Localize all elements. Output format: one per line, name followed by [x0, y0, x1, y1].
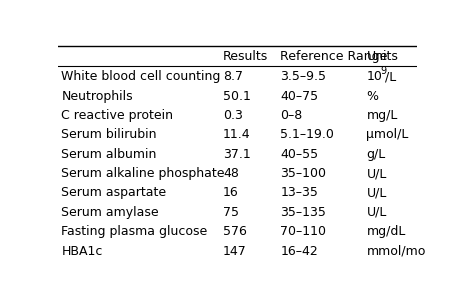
Text: 3.5–9.5: 3.5–9.5: [281, 70, 326, 83]
Text: 13–35: 13–35: [281, 186, 318, 200]
Text: Serum aspartate: Serum aspartate: [62, 186, 167, 200]
Text: Serum amylase: Serum amylase: [62, 206, 159, 219]
Text: 0–8: 0–8: [281, 109, 303, 122]
Text: mmol/mo: mmol/mo: [367, 245, 426, 257]
Text: 576: 576: [223, 225, 247, 238]
Text: Serum bilirubin: Serum bilirubin: [62, 128, 157, 141]
Text: 147: 147: [223, 245, 247, 257]
Text: White blood cell counting: White blood cell counting: [62, 70, 221, 83]
Text: 9: 9: [381, 66, 387, 76]
Text: μmol/L: μmol/L: [367, 128, 409, 141]
Text: 16–42: 16–42: [281, 245, 318, 257]
Text: 40–55: 40–55: [281, 148, 319, 161]
Text: Serum alkaline phosphate: Serum alkaline phosphate: [62, 167, 225, 180]
Text: U/L: U/L: [367, 186, 387, 200]
Text: g/L: g/L: [367, 148, 386, 161]
Text: 8.7: 8.7: [223, 70, 243, 83]
Text: Serum albumin: Serum albumin: [62, 148, 157, 161]
Text: 50.1: 50.1: [223, 90, 251, 103]
Text: /L: /L: [386, 70, 397, 83]
Text: C reactive protein: C reactive protein: [62, 109, 174, 122]
Text: 40–75: 40–75: [281, 90, 319, 103]
Text: U/L: U/L: [367, 167, 387, 180]
Text: 0.3: 0.3: [223, 109, 243, 122]
Text: Units: Units: [367, 50, 398, 63]
Text: 70–110: 70–110: [281, 225, 326, 238]
Text: Reference Range: Reference Range: [281, 50, 388, 63]
Text: mg/L: mg/L: [367, 109, 398, 122]
Text: HBA1c: HBA1c: [62, 245, 103, 257]
Text: mg/dL: mg/dL: [367, 225, 406, 238]
Text: 10: 10: [367, 70, 382, 83]
Text: 5.1–19.0: 5.1–19.0: [281, 128, 334, 141]
Text: Neutrophils: Neutrophils: [62, 90, 133, 103]
Text: 35–100: 35–100: [281, 167, 326, 180]
Text: 11.4: 11.4: [223, 128, 250, 141]
Text: 16: 16: [223, 186, 239, 200]
Text: 37.1: 37.1: [223, 148, 250, 161]
Text: 75: 75: [223, 206, 239, 219]
Text: Fasting plasma glucose: Fasting plasma glucose: [62, 225, 208, 238]
Text: %: %: [367, 90, 378, 103]
Text: 35–135: 35–135: [281, 206, 326, 219]
Text: U/L: U/L: [367, 206, 387, 219]
Text: Results: Results: [223, 50, 268, 63]
Text: 48: 48: [223, 167, 239, 180]
